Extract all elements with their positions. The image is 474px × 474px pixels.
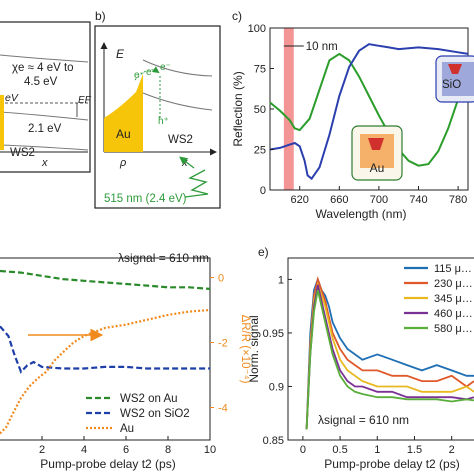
au-inset-label: Au [370,161,385,175]
x-axis-label: Pump-probe delay t2 (ps) [40,457,175,471]
x-tick-label: 0 [300,444,306,456]
legend-label: Au [120,423,134,435]
lambda-annotation: λsignal = 610 nm [118,251,209,265]
y-tick-label: 0 [260,185,266,197]
electron-3: e⁻ [160,62,171,73]
legend-label: 460 μ… [434,308,473,320]
x-tick-label: 2 [39,444,45,456]
y-tick-label: 0.9 [269,381,284,393]
x-axis-label: Pump-probe delay t2 (ps) [324,457,459,471]
sio2-inset-label: SiO [442,79,461,91]
kinetic-line-2 [0,325,210,374]
photon-wave [184,169,209,198]
ws2-label: WS2 [10,147,35,159]
x-tick-label: 1.5 [407,444,422,456]
y-tick-label: 25 [254,145,266,157]
x-tick-label: 2 [449,444,455,456]
panel-a-frame [0,21,91,173]
rho-label: ρ [119,157,126,169]
lambda-annotation: λsignal = 610 nm [318,413,409,427]
legend-label: WS2 on SiO2 [120,408,190,420]
band-width-label: 10 nm [306,41,338,53]
x-tick-label: 6 [123,444,129,456]
excitation-label: 515 nm (2.4 eV) [104,193,187,205]
band-upper [142,59,213,77]
energy-label: E [116,47,125,61]
y-axis-label: Norm. signal [247,315,261,382]
gap-label: 2.1 eV [28,123,62,135]
legend-label: WS2 on Au [120,393,178,405]
chi-label-2: 4.5 eV [24,76,58,88]
x-tick-label: 780 [449,194,467,206]
norm-line-2 [305,276,474,430]
y-tick-label: 0.85 [263,435,284,447]
panel-c-label: c) [232,9,242,23]
panel-d: 0 -2 -4 2 4 6 8 10 ΔR/R (×10⁻⁴) Pump-probe delay … [0,251,251,471]
panel-b: b) E e⁻ e⁻ e⁻ h⁺ Au WS2 ρ x 515 nm (2.4 … [94,9,221,209]
conduction-band [0,111,89,121]
electron-2: e⁻ [146,67,157,78]
laser-band [283,28,294,190]
x-axis-label: Wavelength (nm) [316,207,407,221]
x-label: x [41,157,48,169]
vacuum-level [0,54,89,63]
electron-1: e⁻ [134,70,145,81]
norm-line-3 [305,281,474,430]
gold-dos-fill [104,74,143,152]
valence-band [0,144,89,151]
x-tick-label: 4 [81,444,87,456]
panel-a: χe ≈ 4 eV to 4.5 eV eV EF 2.1 eV WS2 x [0,21,92,173]
y-tick-label: -4 [218,403,228,415]
norm-line-4 [305,284,474,430]
panel-b-frame [94,25,221,209]
nanoparticle-shape [368,138,384,150]
photon-arrow [179,156,195,169]
legend-label: 345 μ… [434,293,473,305]
y-tick-label: 50 [254,104,266,116]
plot-frame [0,257,211,441]
legend-label: 580 μ… [434,323,473,335]
y-tick-label: 0.95 [263,328,284,340]
x-tick-label: 0.5 [332,444,347,456]
au-label: Au [116,127,131,141]
panel-b-label: b) [95,9,106,23]
x-tick-label: 10 [204,444,216,456]
y-tick-label: -2 [218,338,228,350]
nanoparticle-shape [448,64,462,74]
norm-line-5 [305,289,474,430]
band-lower [142,92,213,111]
reflection-line-2 [269,43,469,181]
electron-transfer-arrow [134,66,160,81]
legend-label: 230 μ… [434,278,473,290]
panel-e: e) 0.85 0.9 0.95 1 0 0.5 1 1.5 2 Norm. signal Pump… [247,245,474,471]
legend-label: 115 μ… [434,263,472,275]
panel-c: c) 0 25 50 75 100 620 660 700 740 780 Wavelength (… [231,9,474,221]
x-tick-label: 1 [374,444,380,456]
x-tick-label: 660 [330,194,348,206]
panel-e-label: e) [258,245,269,259]
x-tick-label: 740 [409,194,427,206]
hole-label: h⁺ [158,116,169,127]
y-tick-label: 0 [218,273,224,285]
y-axis-label: ΔR/R (×10⁻⁴) [239,315,251,384]
y-tick-label: 100 [248,23,266,35]
x-tick-label: 8 [165,444,171,456]
y-axis-label: Reflection (%) [231,71,245,146]
y-tick-label: 1 [278,274,284,286]
x-tick-label: 700 [370,194,388,206]
y-tick-label: 75 [254,64,266,76]
ev-label: eV [5,92,19,104]
kinetic-line-3 [0,308,211,435]
x-tick-label: 620 [291,194,309,206]
ws2-b-label: WS2 [168,134,193,146]
plot-frame [287,257,474,441]
reflection-line-1 [269,52,469,167]
chi-label: χe ≈ 4 eV to [12,62,74,74]
gold-strip [0,95,4,150]
ef-label: EF [78,95,92,106]
kinetic-line-1 [0,269,211,290]
